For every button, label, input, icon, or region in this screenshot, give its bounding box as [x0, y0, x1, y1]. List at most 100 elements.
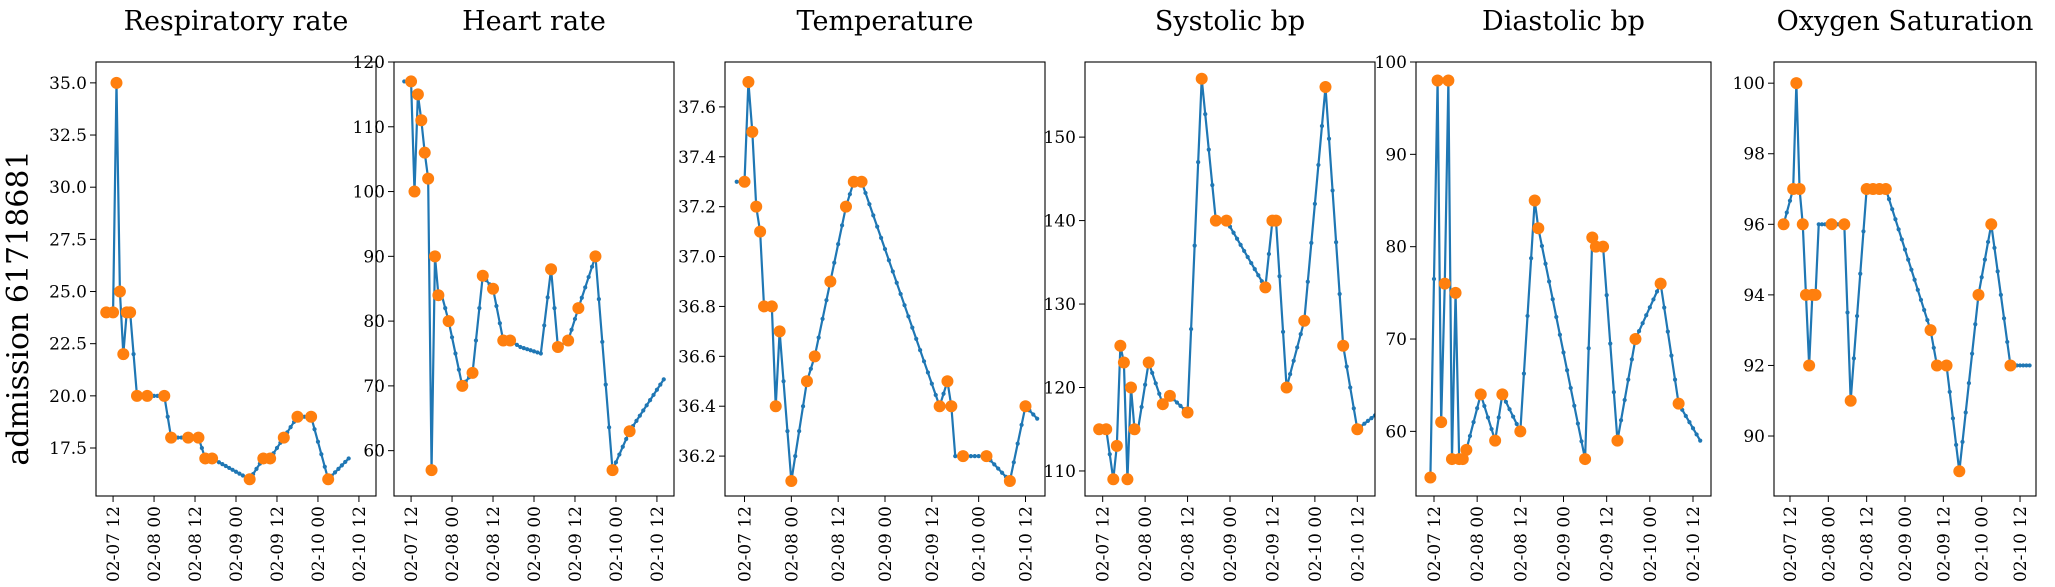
observed-point [1532, 222, 1545, 235]
interpolated-point [230, 467, 235, 472]
y-tick-label: 37.0 [678, 248, 716, 268]
interpolated-point [1543, 261, 1548, 266]
interpolated-point [1947, 389, 1952, 395]
interpolated-point [528, 348, 533, 353]
observed-point [1435, 416, 1448, 429]
observed-point [1319, 81, 1332, 94]
observed-point [1825, 218, 1838, 231]
interpolated-point [1521, 371, 1527, 376]
observed-point [1280, 381, 1293, 394]
x-tick-label: 02-10 12 [2011, 506, 2031, 582]
observed-point [432, 289, 445, 302]
axes-frame [1773, 61, 2037, 497]
interpolated-point [1690, 426, 1696, 431]
interpolated-point [525, 347, 530, 352]
interpolated-point [1252, 267, 1257, 272]
interpolated-point [906, 314, 911, 319]
interpolated-point [1277, 274, 1282, 279]
interpolated-point [589, 264, 595, 269]
interpolated-point [929, 381, 934, 386]
observed-point [623, 425, 636, 438]
interpolated-point [941, 391, 946, 396]
interpolated-point [1554, 314, 1559, 320]
y-tick-label: 100 [353, 183, 385, 203]
y-tick-label: 36.4 [678, 397, 716, 417]
interpolated-point [1362, 421, 1367, 426]
interpolated-point [336, 466, 341, 471]
observed-point [1586, 231, 1599, 244]
interpolated-point [1858, 271, 1863, 276]
x-tick-label: 02-10 00 [607, 506, 627, 582]
observed-point [2004, 359, 2017, 372]
interpolated-point [1918, 297, 1924, 303]
interpolated-point [583, 285, 588, 290]
interpolated-point [1575, 421, 1580, 426]
y-tick-label: 100 [1375, 53, 1407, 73]
observed-point [117, 348, 130, 361]
interpolated-point [999, 470, 1005, 475]
observed-point [1442, 74, 1455, 87]
y-tick-label: 94 [1743, 286, 1765, 306]
interpolated-point [453, 351, 458, 356]
observed-point [773, 325, 786, 338]
interpolated-point [603, 382, 608, 387]
axes-frame [393, 61, 675, 497]
observed-point [408, 185, 421, 198]
interpolated-point [1973, 322, 1978, 327]
interpolated-point [1471, 420, 1476, 425]
observed-point [1496, 388, 1509, 401]
interpolated-point [1963, 410, 1968, 415]
interpolated-point [600, 339, 605, 344]
interpolated-point [624, 436, 629, 442]
interpolated-point [1784, 210, 1789, 215]
observed-point [504, 334, 517, 347]
observed-point [1209, 214, 1222, 227]
observed-point [182, 431, 195, 444]
interpolated-point [1305, 279, 1310, 284]
interpolated-point [1694, 432, 1699, 437]
observed-point [277, 431, 290, 444]
interpolated-point [1547, 279, 1552, 284]
interpolated-point [1579, 439, 1584, 444]
observed-point [476, 269, 489, 282]
observed-point [1337, 339, 1350, 352]
x-tick-label: 02-09 00 [525, 506, 545, 582]
observed-point [206, 452, 219, 465]
interpolated-point [1647, 305, 1652, 310]
interpolated-point [1326, 136, 1332, 141]
observed-point [1124, 381, 1137, 394]
interpolated-point [1482, 403, 1487, 409]
observed-point [264, 452, 277, 465]
observed-point [1514, 425, 1527, 438]
observed-point [606, 464, 619, 477]
interpolated-point [1249, 260, 1254, 266]
interpolated-point [910, 325, 915, 330]
interpolated-point [1618, 418, 1624, 423]
interpolated-point [820, 316, 825, 322]
observed-point [545, 263, 558, 276]
interpolated-point [1912, 277, 1917, 282]
observed-point [110, 76, 123, 89]
interpolated-point [620, 444, 625, 449]
interpolated-point [617, 452, 622, 457]
y-tick-label: 37.6 [678, 98, 716, 118]
x-tick-label: 02-08 00 [1468, 506, 1488, 582]
interpolated-point [1231, 230, 1236, 235]
y-tick-label: 25.0 [49, 283, 87, 303]
x-tick-label: 02-09 00 [1221, 506, 1241, 582]
y-tick-label: 30.0 [49, 178, 87, 198]
interpolated-point [1998, 292, 2003, 297]
interpolated-point [1572, 403, 1577, 408]
interpolated-point [867, 202, 872, 207]
observed-point [1528, 194, 1541, 207]
interpolated-point [1238, 242, 1243, 247]
x-tick-label: 02-08 00 [782, 506, 802, 582]
interpolated-point [131, 352, 136, 357]
interpolated-point [449, 335, 455, 340]
y-tick-label: 100 [1733, 74, 1765, 94]
x-tick-label: 02-09 12 [923, 506, 943, 582]
interpolated-point [607, 425, 612, 430]
interpolated-point [839, 223, 845, 228]
plot-area [1424, 74, 1703, 484]
